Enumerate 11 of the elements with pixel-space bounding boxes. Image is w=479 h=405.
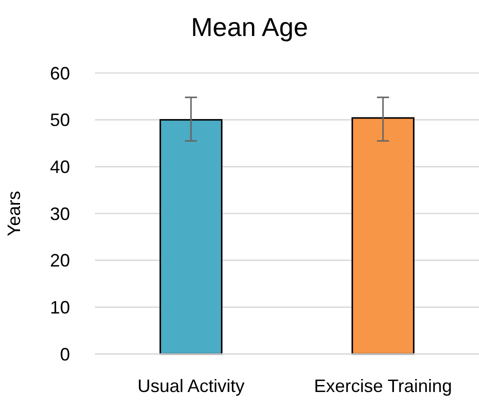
x-tick-label: Usual Activity [137,376,245,396]
y-tick-label: 50 [50,110,70,130]
y-tick-label: 20 [50,250,70,271]
x-tick-label: Exercise Training [314,376,452,396]
y-tick-label: 10 [50,297,70,318]
y-tick-label: 30 [50,204,70,224]
chart-title: Mean Age [190,12,308,42]
y-tick-label: 40 [50,156,70,177]
y-tick-label: 0 [60,344,70,364]
y-axis-title: Years [4,190,24,236]
y-tick-label: 60 [50,63,70,84]
